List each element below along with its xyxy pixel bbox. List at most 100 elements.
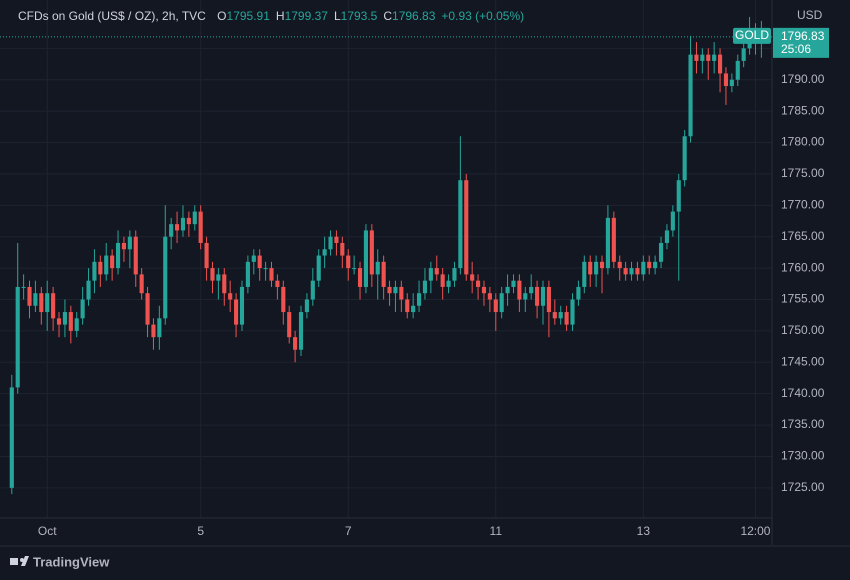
candle-body — [653, 261, 658, 269]
y-tick-label: 1790.00 — [781, 72, 825, 86]
candle-body — [552, 312, 557, 319]
candle-body — [411, 305, 416, 313]
candle-body — [729, 79, 734, 87]
candle-body — [676, 180, 681, 212]
symbol-title: CFDs on Gold (US$ / OZ), 2h, TVC — [18, 9, 206, 23]
candle-body — [670, 211, 675, 231]
candle-body — [735, 60, 740, 80]
candle-body — [298, 312, 304, 350]
axes: 1725.00 1730.00 1735.00 1740.00 1745.00 1750.… — [0, 6, 850, 538]
candle-body — [115, 242, 121, 269]
symbol-tag-label: GOLD — [735, 28, 769, 42]
candle-body — [151, 324, 156, 338]
x-tick-label: 13 — [637, 524, 651, 538]
candle-body — [127, 236, 132, 250]
change-label: +0.93 (+0.05%) — [441, 9, 524, 23]
candle-body — [363, 230, 368, 287]
candle-body — [440, 274, 445, 287]
symbol-tag — [733, 27, 771, 44]
price-tag-countdown: 25:06 — [781, 42, 811, 56]
candle-body — [334, 236, 339, 243]
candle-body — [511, 280, 516, 287]
candle-body — [434, 268, 439, 275]
candle-body — [611, 217, 616, 262]
candle-body — [157, 318, 162, 338]
candle-body — [416, 293, 422, 306]
y-tick-label: 1740.00 — [781, 386, 825, 400]
candle-body — [245, 261, 250, 287]
candle-body — [635, 268, 640, 275]
candle-body — [481, 286, 487, 294]
candle-body — [576, 286, 581, 300]
candle-body — [558, 312, 563, 319]
candle-body — [582, 261, 587, 287]
x-tick-label: 12:00 — [740, 524, 770, 538]
candle-body — [706, 54, 711, 61]
y-tick-label: 1745.00 — [781, 354, 825, 368]
candle-body — [369, 230, 374, 275]
y-tick-label: 1775.00 — [781, 166, 825, 180]
candle-body — [293, 337, 298, 350]
logo-part — [10, 558, 18, 565]
candle-body — [80, 299, 85, 319]
candle-body — [275, 280, 280, 287]
x-tick-label: Oct — [38, 524, 57, 538]
y-tick-label: 1725.00 — [781, 480, 825, 494]
candle-body — [68, 312, 73, 331]
candle-body — [139, 274, 144, 294]
x-tick-label: 11 — [490, 524, 503, 538]
ohlc-value: 1793.5 — [341, 9, 378, 23]
candle-body — [198, 211, 203, 243]
candle-body — [717, 54, 723, 74]
candle-body — [540, 286, 546, 306]
candle-body — [239, 286, 245, 325]
candle-body — [605, 217, 610, 269]
candle-body — [310, 280, 315, 300]
candle-body — [9, 387, 14, 488]
price-tag — [773, 27, 829, 58]
y-tick-label: 1730.00 — [781, 449, 825, 463]
candle-body — [564, 312, 569, 325]
currency-box — [773, 6, 850, 26]
candle-body — [588, 261, 593, 275]
candle-body — [39, 293, 44, 313]
candle-body — [62, 312, 67, 325]
x-tick-label: 7 — [345, 524, 352, 538]
candle-body — [476, 280, 481, 287]
candle-body — [204, 242, 209, 269]
candle-body — [617, 261, 622, 269]
candle-body — [629, 268, 634, 275]
candles — [9, 16, 764, 495]
candle-body — [133, 236, 138, 275]
candle-body — [458, 180, 463, 269]
candle-body — [452, 268, 457, 281]
candle-body — [664, 230, 670, 243]
candle-body — [210, 268, 215, 281]
candle-body — [228, 293, 233, 300]
candle-body — [428, 268, 433, 281]
candle-body — [352, 268, 357, 270]
candle-body — [186, 217, 191, 225]
candle-body — [110, 255, 115, 269]
candle-body — [535, 286, 540, 306]
candle-body — [340, 242, 345, 256]
brand: TradingView — [33, 554, 110, 569]
candle-body — [169, 224, 174, 237]
candle-body — [647, 261, 652, 269]
candle-body — [21, 286, 26, 288]
candle-body — [27, 286, 32, 306]
ohlc-key: H — [276, 9, 285, 23]
candle-body — [712, 54, 717, 61]
candle-body — [505, 286, 510, 294]
candle-body — [529, 286, 534, 294]
ohlc-key: O — [217, 9, 226, 23]
candle-body — [174, 224, 180, 231]
candle-body — [399, 286, 404, 300]
candle-body — [487, 293, 492, 300]
candle-body — [216, 274, 221, 281]
candle-body — [682, 136, 687, 181]
ohlc-key: C — [383, 9, 392, 23]
candle-body — [192, 211, 197, 225]
y-tick-label: 1765.00 — [781, 229, 825, 243]
